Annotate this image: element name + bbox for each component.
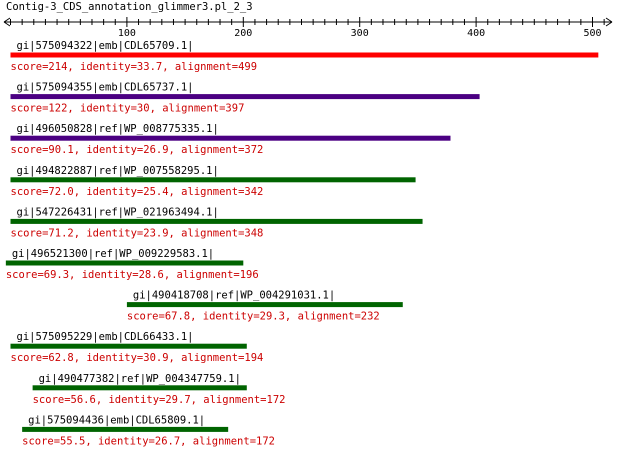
hit-stats-label: score=71.2, identity=23.9, alignment=348: [11, 227, 264, 239]
hit-item: gi|547226431|ref|WP_021963494.1| score=71…: [10, 206, 423, 239]
hit-item: gi|490477382|ref|WP_004347759.1| score=56…: [32, 373, 286, 406]
hit-alignment-bar[interactable]: [5, 260, 244, 266]
hit-stats-label: score=67.8, identity=29.3, alignment=232: [127, 311, 380, 323]
hit-id-label[interactable]: gi|490418708|ref|WP_004291031.1|: [133, 290, 335, 302]
hit-alignment-bar[interactable]: [10, 218, 423, 224]
axis-tick-label: 300: [351, 28, 369, 39]
hit-id-label[interactable]: gi|575094436|emb|CDL65809.1|: [28, 414, 205, 426]
hit-id-label[interactable]: gi|496521300|ref|WP_009229583.1|: [12, 248, 214, 260]
hit-item: gi|496521300|ref|WP_009229583.1| score=69…: [5, 248, 259, 281]
hit-id-label[interactable]: gi|575094355|emb|CDL65737.1|: [17, 82, 194, 94]
hit-item: gi|575094355|emb|CDL65737.1| score=122, i…: [10, 82, 480, 115]
hit-item: gi|494822887|ref|WP_007558295.1| score=72…: [10, 165, 416, 198]
hit-id-label[interactable]: gi|490477382|ref|WP_004347759.1|: [39, 373, 241, 385]
hit-stats-label: score=55.5, identity=26.7, alignment=172: [22, 435, 275, 447]
hit-alignment-bar[interactable]: [126, 302, 403, 308]
hit-item: gi|575094322|emb|CDL65709.1| score=214, i…: [10, 40, 599, 73]
hit-stats-label: score=69.3, identity=28.6, alignment=196: [6, 269, 259, 281]
hit-item: gi|496050828|ref|WP_008775335.1| score=90…: [10, 123, 451, 156]
axis-arrow-left: [3, 17, 11, 27]
hit-stats-label: score=122, identity=30, alignment=397: [11, 103, 245, 115]
hit-stats-label: score=214, identity=33.7, alignment=499: [11, 61, 258, 73]
hit-alignment-bar[interactable]: [32, 385, 247, 391]
hit-stats-label: score=72.0, identity=25.4, alignment=342: [11, 186, 264, 198]
scale-axis: 100 200 300 400 500: [3, 17, 613, 39]
hit-stats-label: score=62.8, identity=30.9, alignment=194: [11, 352, 264, 364]
axis-arrow-right: [605, 17, 613, 27]
hit-id-label[interactable]: gi|575095229|emb|CDL66433.1|: [17, 331, 194, 343]
hit-alignment-bar[interactable]: [10, 94, 480, 100]
hit-stats-label: score=90.1, identity=26.9, alignment=372: [11, 144, 264, 156]
hit-alignment-bar[interactable]: [22, 426, 229, 432]
hit-item: gi|575095229|emb|CDL66433.1| score=62.8, …: [10, 331, 264, 364]
hit-stats-label: score=56.6, identity=29.7, alignment=172: [33, 394, 286, 406]
axis-tick-label: 400: [467, 28, 485, 39]
hit-item: gi|575094436|emb|CDL65809.1| score=55.5, …: [22, 414, 275, 447]
hit-item: gi|490418708|ref|WP_004291031.1| score=67…: [126, 290, 403, 323]
hit-id-label[interactable]: gi|547226431|ref|WP_021963494.1|: [17, 206, 219, 218]
hit-alignment-bar[interactable]: [10, 343, 247, 349]
hit-id-label[interactable]: gi|575094322|emb|CDL65709.1|: [17, 40, 194, 52]
hit-id-label[interactable]: gi|494822887|ref|WP_007558295.1|: [17, 165, 219, 177]
hit-alignment-bar[interactable]: [10, 135, 451, 141]
axis-tick-label: 100: [118, 28, 136, 39]
diagram-title: Contig-3_CDS_annotation_glimmer3.pl_2_3: [6, 1, 253, 13]
hit-alignment-bar[interactable]: [10, 52, 599, 58]
axis-tick-label: 200: [234, 28, 252, 39]
hit-list: gi|575094322|emb|CDL65709.1| score=214, i…: [5, 40, 599, 447]
hit-alignment-bar[interactable]: [10, 177, 416, 183]
hit-id-label[interactable]: gi|496050828|ref|WP_008775335.1|: [17, 123, 219, 135]
axis-tick-label: 500: [583, 28, 601, 39]
